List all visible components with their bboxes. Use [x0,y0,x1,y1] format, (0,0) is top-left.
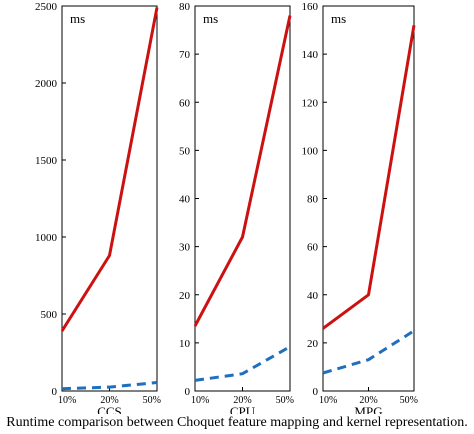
panel-2-xtick-label: 50% [276,395,294,406]
panel-3-ytick-label: 40 [307,290,319,302]
panel-3-ytick-label: 120 [302,97,319,109]
panel-3-frame [322,5,415,392]
panel-3-ytick-label: 100 [302,145,319,157]
panel-2-ytick-label: 60 [179,97,191,109]
panel-3-ytick-label: 160 [302,1,319,13]
panel-2-ytick-label: 70 [179,49,191,61]
panel-1-title: CCS [97,404,122,414]
panel-1-series-2-line [61,381,158,391]
panel-3-xtick-label: 10% [319,395,337,406]
panel-1-xtick-label: 10% [58,395,76,406]
panel-1-frame [61,5,158,392]
panel-3-series-2-line [322,329,415,375]
panel-1-unit-label: ms [70,11,85,26]
panel-3-series-1-line [322,25,416,330]
panel-3-ytick-label: 0 [313,386,319,398]
panel-1-ytick-label: 1500 [35,155,58,167]
panel-3-xtick-label: 20% [359,395,377,406]
panel-1-ytick-label: 0 [52,386,58,398]
panel-3-unit-label: ms [331,11,346,26]
panel-2-series-1-line [193,15,292,327]
panel-2-ytick-label: 80 [179,1,191,13]
panel-1-series-1-line [60,7,159,332]
panel-3-xtick-label: 50% [400,395,418,406]
panel-2-ytick-label: 20 [179,290,191,302]
panel-1-ytick-label: 2500 [35,1,58,13]
panel-3-ytick-label: 60 [307,242,319,254]
panel-1-xtick-label: 50% [143,395,161,406]
panel-1-ytick-label: 1000 [35,232,58,244]
panel-2-ytick-label: 10 [179,338,191,350]
panel-3-ytick-label: 80 [307,194,319,206]
panel-3-ytick-label: 20 [307,338,319,350]
panel-2-ytick-label: 0 [185,386,191,398]
panel-2-xtick-label: 20% [233,395,251,406]
panel-2-series-2-line [194,345,291,382]
figure-caption: Runtime comparison between Choquet featu… [6,415,468,430]
panel-2-xtick-label: 10% [191,395,209,406]
panel-1-xtick-label: 20% [100,395,118,406]
panel-2-ytick-label: 30 [179,242,191,254]
panel-2-frame [194,5,291,392]
panel-2-ytick-label: 50 [179,145,191,157]
panel-2-unit-label: ms [203,11,218,26]
panel-1-ytick-label: 500 [41,309,58,321]
panel-3-title: MPG [354,404,382,414]
panel-2-ytick-label: 40 [179,194,191,206]
panel-1-ytick-label: 2000 [35,78,58,90]
panel-2-title: CPU [230,404,256,414]
panel-3-ytick-label: 140 [302,49,319,61]
